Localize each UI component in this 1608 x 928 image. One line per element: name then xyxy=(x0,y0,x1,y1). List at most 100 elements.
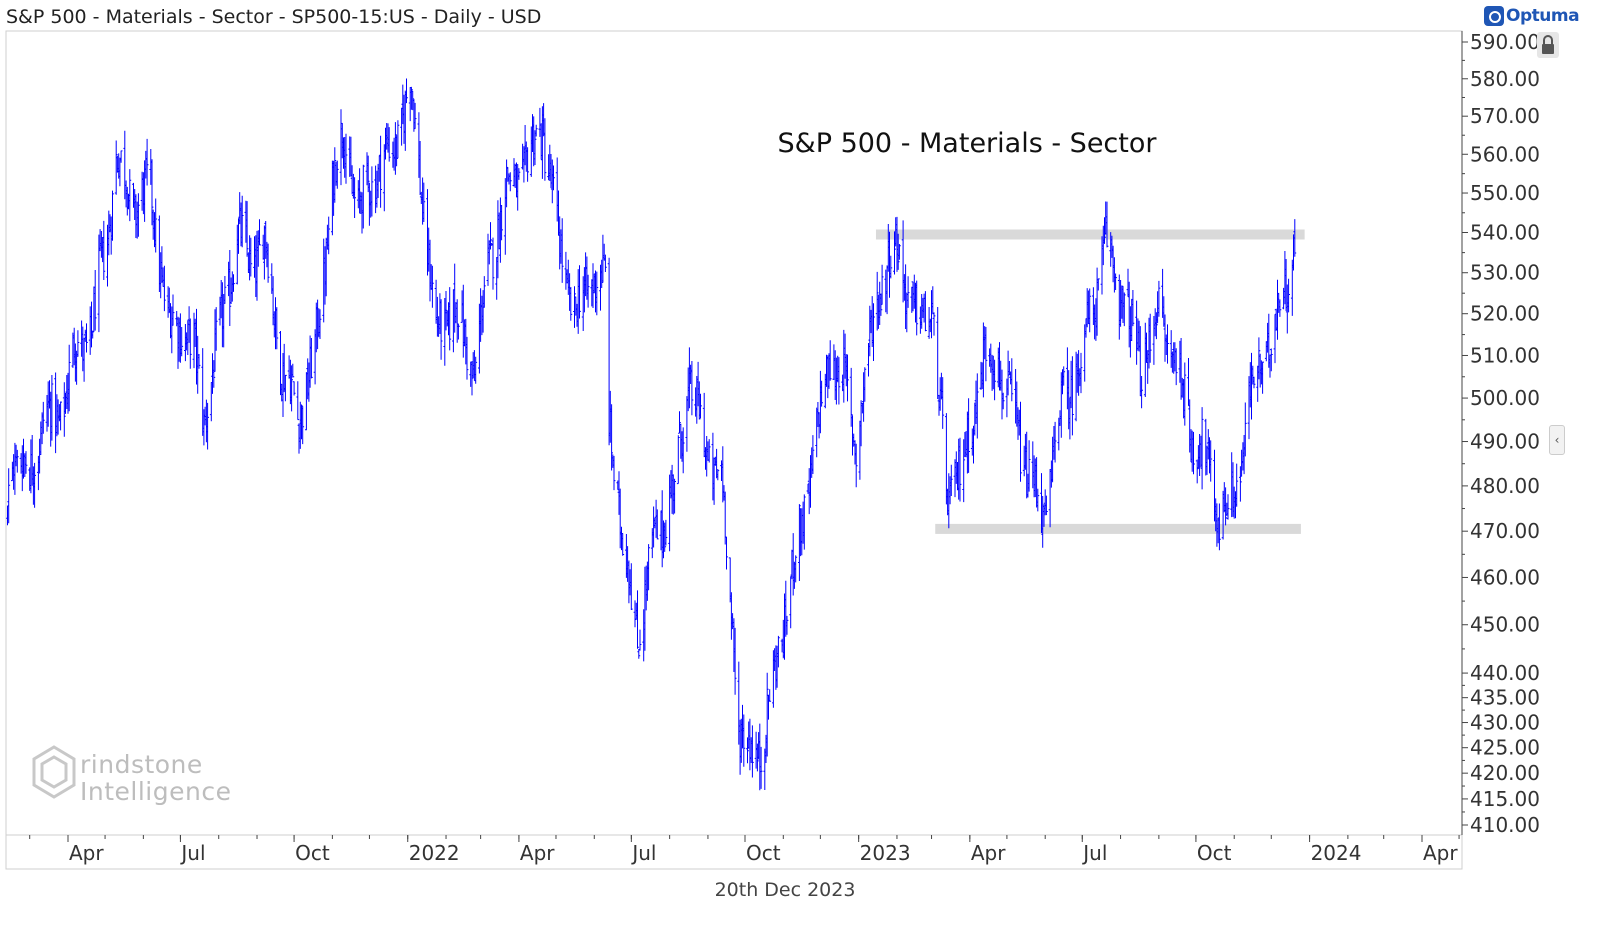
ohlc-bar xyxy=(1252,376,1256,389)
ohlc-bar xyxy=(1209,440,1213,482)
ohlc-bar xyxy=(232,274,235,292)
ohlc-bar xyxy=(1218,503,1221,551)
x-axis-border xyxy=(5,834,1463,870)
ohlc-bar xyxy=(1131,290,1135,327)
ohlc-bar xyxy=(751,725,754,778)
ohlc-bar xyxy=(1269,348,1273,372)
ohlc-bar xyxy=(1045,495,1048,516)
plot-border xyxy=(5,30,1463,836)
ohlc-bar xyxy=(1174,348,1178,386)
ohlc-bar xyxy=(154,198,158,253)
ohlc-bar xyxy=(41,401,45,434)
ohlc-bar xyxy=(1088,288,1092,333)
ohlc-bar xyxy=(1155,312,1158,340)
watermark-line1: rindstone xyxy=(80,750,203,779)
ohlc-bar xyxy=(924,291,927,332)
x-tick-label: 2023 xyxy=(860,841,911,865)
x-tick-label: Apr xyxy=(69,841,104,865)
x-tick-label: Oct xyxy=(1197,841,1232,865)
lock-icon[interactable] xyxy=(1537,32,1559,58)
ohlc-bar xyxy=(1166,324,1169,364)
optuma-logo: Optuma xyxy=(1484,4,1580,28)
ohlc-bar xyxy=(500,205,503,241)
ohlc-bar xyxy=(1079,352,1083,394)
y-tick-label: 510.00 xyxy=(1470,343,1540,367)
ohlc-bar xyxy=(647,544,650,591)
ohlc-bar xyxy=(33,462,36,508)
ohlc-bar xyxy=(223,276,227,304)
ohlc-bar xyxy=(212,360,216,388)
watermark: rindstone Intelligence xyxy=(30,744,232,808)
y-tick-label: 450.00 xyxy=(1470,613,1540,637)
x-tick-label: 2022 xyxy=(409,841,460,865)
ohlc-bar xyxy=(725,536,728,570)
ohlc-bar xyxy=(849,367,853,427)
y-tick-label: 460.00 xyxy=(1470,565,1540,589)
ohlc-bar xyxy=(975,373,979,439)
y-tick-label: 430.00 xyxy=(1470,711,1540,735)
y-tick-label: 580.00 xyxy=(1470,67,1540,91)
x-tick-label: Oct xyxy=(746,841,781,865)
ohlc-bar xyxy=(676,435,680,485)
ohlc-bar xyxy=(854,443,858,488)
ohlc-bar xyxy=(444,291,448,331)
plot-frame xyxy=(5,30,1463,870)
range-bands xyxy=(875,229,1305,534)
ohlc-bar xyxy=(1183,362,1187,426)
ohlc-bar xyxy=(663,522,667,552)
ohlc-bar xyxy=(678,411,681,434)
y-tick-label: 435.00 xyxy=(1470,686,1540,710)
ohlc-bar xyxy=(379,135,382,208)
chart-title: S&P 500 - Materials - Sector xyxy=(778,128,1158,159)
ohlc-bar xyxy=(765,672,769,757)
ohlc-bar xyxy=(491,237,495,290)
ohlc-bar xyxy=(318,309,322,339)
ohlc-bar xyxy=(768,689,772,702)
ohlc-bar xyxy=(1278,299,1282,317)
ohlc-bar xyxy=(394,122,397,175)
ohlc-bar xyxy=(284,374,287,402)
ohlc-bar xyxy=(413,102,417,129)
ohlc-bar xyxy=(1053,421,1057,463)
ohlc-bar xyxy=(361,164,365,229)
y-tick-label: 530.00 xyxy=(1470,261,1540,285)
y-tick-label: 500.00 xyxy=(1470,386,1540,410)
ohlc-bar xyxy=(673,478,676,514)
ohlc-bar xyxy=(993,359,996,401)
ohlc-bar xyxy=(707,439,711,463)
y-tick-label: 550.00 xyxy=(1470,181,1540,205)
ohlc-bar xyxy=(387,127,391,162)
ohlc-bar xyxy=(898,244,901,260)
ohlc-bar xyxy=(145,138,149,186)
ohlc-bar xyxy=(578,265,581,319)
ohlc-bar xyxy=(655,509,659,540)
ohlc-bar xyxy=(1103,217,1106,244)
x-tick-label: Apr xyxy=(1423,841,1458,865)
ohlc-bar xyxy=(534,124,538,137)
ohlc-bar xyxy=(59,401,62,431)
ohlc-bar xyxy=(586,274,590,308)
ohlc-bar xyxy=(1257,337,1261,380)
ohlc-bar xyxy=(837,357,841,405)
watermark-icon xyxy=(32,745,76,799)
ohlc-bar xyxy=(214,307,218,351)
ohlc-bar xyxy=(1140,376,1143,409)
chevron-left-icon[interactable]: ‹ xyxy=(1549,425,1565,455)
y-tick-label: 490.00 xyxy=(1470,430,1540,454)
watermark-line2: Intelligence xyxy=(80,777,232,806)
ohlc-bar xyxy=(290,365,293,412)
ohlc-bar xyxy=(228,250,232,326)
ohlc-bar xyxy=(1200,407,1204,490)
ohlc-bar xyxy=(863,367,867,402)
ohlc-bar xyxy=(1062,366,1066,386)
ohlc-bar xyxy=(573,286,576,328)
ohlc-bar xyxy=(1071,356,1074,436)
ohlc-bar xyxy=(327,216,331,255)
ohlc-bar xyxy=(794,555,798,583)
ohlc-bar xyxy=(875,271,879,331)
ohlc-bar xyxy=(111,190,114,241)
ohlc-bar xyxy=(789,576,793,629)
y-tick-label: 415.00 xyxy=(1470,787,1540,811)
ohlc-bar xyxy=(50,375,54,441)
